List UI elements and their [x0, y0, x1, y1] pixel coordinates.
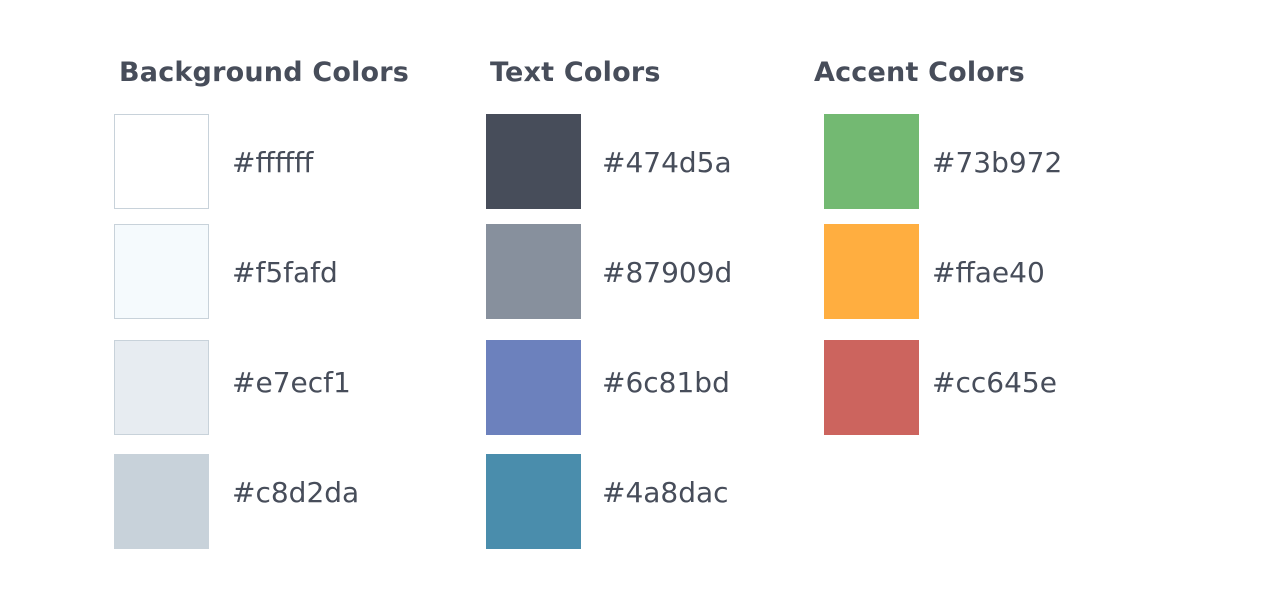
- hex-label: #c8d2da: [232, 476, 360, 509]
- color-swatch: [824, 224, 919, 319]
- group-title: Text Colors: [490, 57, 661, 88]
- hex-label: #73b972: [932, 146, 1063, 179]
- color-swatch: [114, 454, 209, 549]
- color-swatch: [824, 340, 919, 435]
- hex-label: #474d5a: [602, 146, 732, 179]
- color-swatch: [486, 454, 581, 549]
- hex-label: #6c81bd: [602, 366, 730, 399]
- group-title: Background Colors: [119, 57, 410, 88]
- hex-label: #cc645e: [932, 366, 1057, 399]
- hex-label: #ffae40: [932, 256, 1045, 289]
- color-swatch: [114, 114, 209, 209]
- color-swatch: [114, 340, 209, 435]
- color-swatch: [486, 224, 581, 319]
- hex-label: #87909d: [602, 256, 733, 289]
- hex-label: #ffffff: [232, 146, 314, 179]
- group-title: Accent Colors: [814, 57, 1025, 88]
- color-swatch: [486, 340, 581, 435]
- color-swatch: [114, 224, 209, 319]
- hex-label: #e7ecf1: [232, 366, 351, 399]
- hex-label: #4a8dac: [602, 476, 729, 509]
- color-swatch: [824, 114, 919, 209]
- color-swatch: [486, 114, 581, 209]
- hex-label: #f5fafd: [232, 256, 338, 289]
